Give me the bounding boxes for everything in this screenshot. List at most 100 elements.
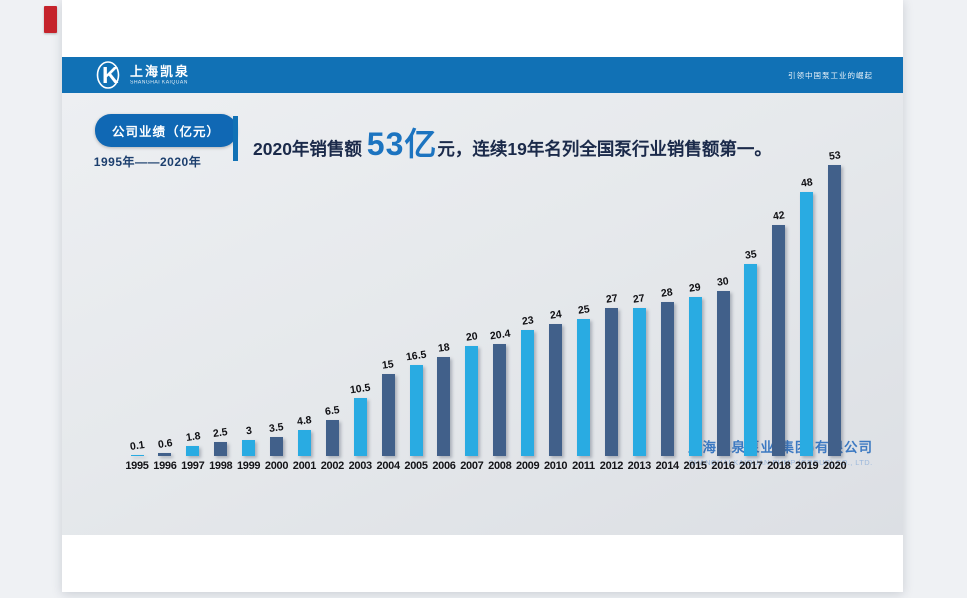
bar-column-2006: 18 2006 — [431, 341, 457, 472]
bar-year-label: 2011 — [572, 460, 595, 472]
bar-1995 — [130, 455, 144, 456]
bar-2016 — [716, 291, 730, 456]
bar-value-label: 53 — [828, 148, 842, 163]
bar-year-label: 2015 — [683, 460, 707, 472]
bar-value-label: 4.8 — [296, 413, 313, 428]
bar-column-2018: 42 2018 — [766, 209, 792, 472]
bar-1996 — [158, 452, 172, 456]
bar-column-2000: 3.5 2000 — [264, 420, 290, 472]
brand-name-en: SHANGHAI KAIQUAN — [130, 79, 188, 85]
bar-year-label: 2010 — [543, 460, 568, 472]
bar-year-label: 2020 — [823, 460, 847, 472]
bar-column-2012: 27 2012 — [598, 291, 624, 472]
bar-2001 — [297, 429, 311, 456]
bar-value-label: 28 — [660, 286, 674, 300]
bar-year-label: 2003 — [348, 460, 373, 472]
bar-year-label: 2004 — [376, 460, 401, 472]
bar-2006 — [437, 357, 451, 456]
bar-column-1996: 0.6 1996 — [152, 436, 178, 472]
bar-value-label: 3.5 — [268, 420, 285, 435]
bar-year-label: 1996 — [153, 460, 177, 472]
bar-column-1999: 3 1999 — [236, 424, 262, 472]
bar-column-2017: 35 2017 — [738, 247, 764, 472]
bar-value-label: 10.5 — [349, 381, 372, 397]
bar-value-label: 20 — [465, 330, 479, 344]
bar-year-label: 2006 — [432, 460, 456, 472]
chart-canvas-background: 公司业绩（亿元） 1995年——2020年 2020年销售额 53亿元，连续19… — [62, 93, 903, 535]
bar-year-label: 2002 — [320, 460, 345, 472]
slide-page: K 上海凯泉 SHANGHAI KAIQUAN 引领中国泵工业的崛起 公司业绩（… — [62, 0, 903, 592]
bar-2003 — [353, 398, 367, 456]
svg-text:K: K — [102, 62, 119, 88]
headline-suffix: 元，连续19年名列全国泵行业销售额第一。 — [437, 139, 772, 159]
bar-2008 — [493, 343, 507, 456]
bar-column-2004: 15 2004 — [375, 357, 401, 472]
chart-title-badge: 公司业绩（亿元） — [95, 114, 238, 147]
header-bar: K 上海凯泉 SHANGHAI KAIQUAN 引领中国泵工业的崛起 — [62, 57, 903, 93]
bar-value-label: 48 — [800, 176, 814, 190]
bar-value-label: 29 — [688, 280, 702, 295]
bar-column-1997: 1.8 1997 — [180, 430, 206, 472]
bar-year-label: 1999 — [236, 460, 261, 472]
bar-2018 — [772, 225, 786, 456]
bar-column-2015: 29 2015 — [682, 280, 708, 472]
bar-year-label: 2008 — [488, 460, 512, 472]
bar-year-label: 2000 — [264, 460, 289, 472]
bar-value-label: 24 — [548, 308, 563, 322]
headline: 2020年销售额 53亿元，连续19年名列全国泵行业销售额第一。 — [253, 119, 772, 165]
bar-2013 — [632, 307, 646, 456]
bar-column-2001: 4.8 2001 — [291, 413, 317, 472]
bar-2015 — [688, 296, 702, 456]
headline-highlight: 53亿 — [366, 126, 438, 162]
bar-column-2003: 10.5 2003 — [347, 381, 373, 472]
bar-year-label: 2012 — [599, 460, 624, 472]
bar-value-label: 16.5 — [405, 348, 428, 364]
bar-2007 — [465, 346, 479, 456]
bar-year-label: 2009 — [516, 460, 540, 472]
bar-column-2010: 24 2010 — [543, 308, 569, 472]
bar-value-label: 27 — [604, 291, 619, 306]
bar-year-label: 2018 — [767, 460, 791, 472]
bar-year-label: 2014 — [655, 460, 680, 472]
bar-value-label: 23 — [521, 313, 535, 328]
bar-value-label: 30 — [716, 275, 730, 289]
bar-column-2011: 25 2011 — [571, 302, 597, 472]
bar-value-label: 15 — [381, 357, 395, 372]
bar-2002 — [325, 420, 339, 456]
bar-value-label: 27 — [632, 291, 646, 306]
bar-column-2008: 20.4 2008 — [487, 327, 513, 472]
red-bookmark-tab — [44, 6, 57, 33]
company-logo: K 上海凯泉 SHANGHAI KAIQUAN — [95, 60, 198, 90]
bar-2000 — [270, 436, 284, 456]
bar-year-label: 2001 — [292, 460, 317, 472]
bar-column-2020: 53 2020 — [822, 148, 848, 472]
bar-value-label: 0.1 — [128, 439, 146, 453]
kaiquan-logo-icon: K — [95, 60, 123, 90]
bar-2009 — [521, 329, 535, 456]
bar-column-2019: 48 2019 — [794, 176, 820, 472]
chart-year-range: 1995年——2020年 — [93, 155, 202, 169]
bar-value-label: 0.6 — [156, 436, 173, 451]
brand-name-cn: 上海凯泉 — [130, 63, 191, 79]
bar-year-label: 1997 — [181, 460, 205, 472]
bar-2019 — [800, 192, 814, 456]
bar-value-label: 6.5 — [324, 404, 341, 419]
bar-2010 — [549, 324, 563, 456]
bar-column-2009: 23 2009 — [515, 313, 541, 472]
bar-value-label: 25 — [576, 302, 591, 317]
bar-value-label: 35 — [744, 247, 758, 262]
bar-2017 — [744, 263, 758, 456]
bar-1997 — [186, 446, 200, 456]
bar-value-label: 20.4 — [488, 327, 511, 343]
bar-2004 — [381, 373, 395, 456]
bar-year-label: 2017 — [739, 460, 763, 472]
bar-column-1995: 0.1 1995 — [124, 439, 150, 472]
bar-year-label: 2016 — [711, 460, 735, 472]
bar-2014 — [660, 302, 674, 456]
bar-column-2007: 20 2007 — [459, 330, 485, 472]
bar-column-1998: 2.5 1998 — [208, 426, 234, 472]
bar-year-label: 2013 — [627, 460, 652, 472]
bar-value-label: 3 — [244, 424, 253, 437]
bar-column-2013: 27 2013 — [626, 291, 652, 472]
